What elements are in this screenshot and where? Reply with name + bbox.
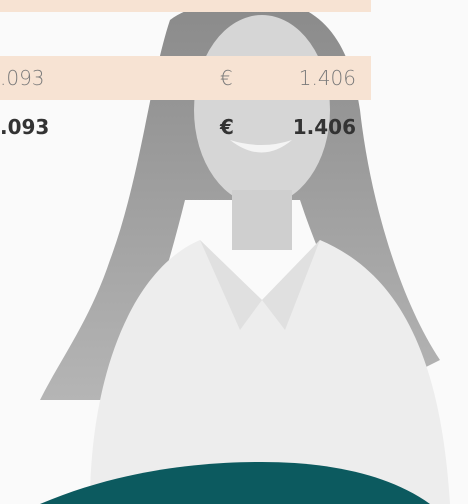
amount: .093: [0, 115, 49, 139]
total: 1.406: [299, 66, 356, 90]
currency: €: [220, 115, 234, 139]
table-row: .093 € 1.406: [0, 105, 371, 149]
table-row: .093 € 1.406: [0, 56, 371, 100]
currency: €: [220, 66, 233, 90]
page: {"rows": [ {"amount": ".093", "currency"…: [0, 0, 468, 504]
amount: .093: [0, 66, 45, 90]
header-band: [0, 0, 371, 12]
total: 1.406: [293, 115, 356, 139]
